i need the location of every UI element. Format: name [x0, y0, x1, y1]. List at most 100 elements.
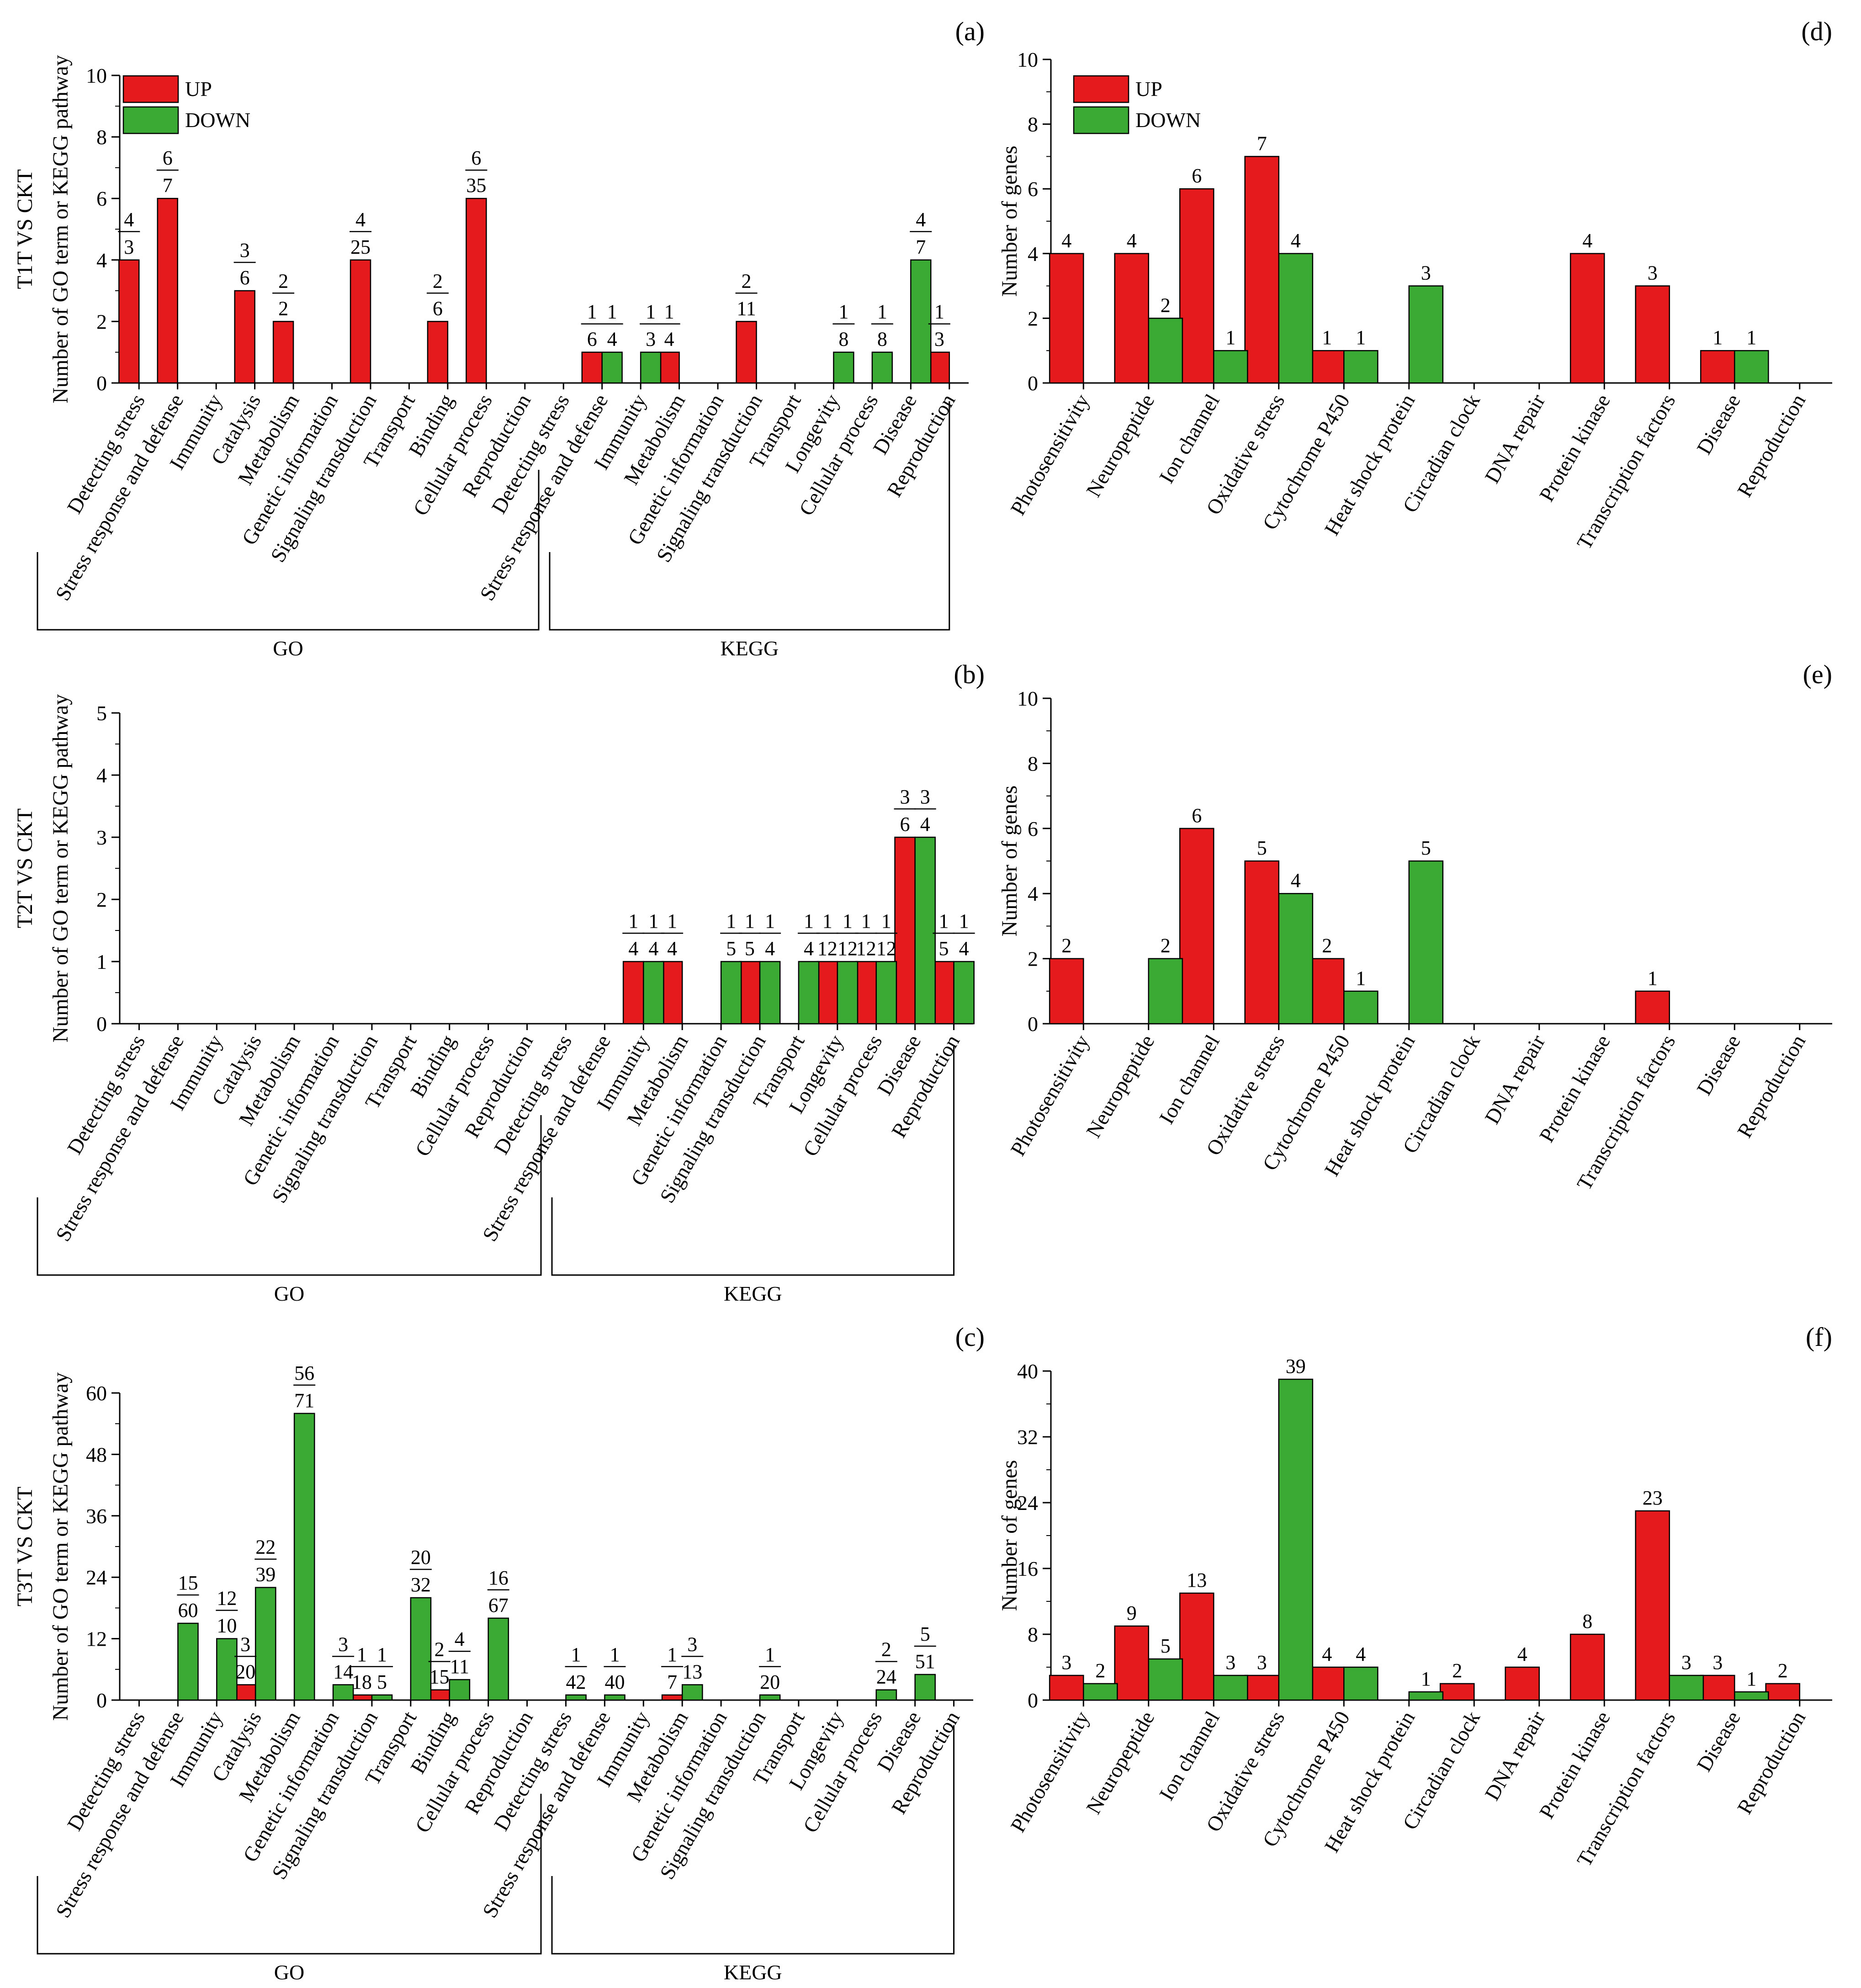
annotation-denominator: 11 — [737, 297, 756, 319]
annotation-denominator: 39 — [255, 1563, 276, 1586]
group-label: GO — [274, 1282, 304, 1305]
legend-swatch-down — [122, 106, 179, 134]
annotation-numerator: 3 — [240, 239, 250, 261]
down-bar — [833, 351, 854, 384]
y-tick-label: 40 — [1017, 1360, 1038, 1383]
annotation-numerator: 3 — [900, 786, 910, 808]
x-tick-label: Photosensitivity — [1006, 390, 1094, 519]
y-tick-label: 0 — [96, 1012, 107, 1036]
y-tick-label: 4 — [1028, 242, 1038, 266]
data-label: 4 — [1582, 229, 1592, 252]
group-bracket — [37, 1115, 542, 1276]
annotation-numerator: 1 — [667, 1643, 677, 1666]
annotation-numerator: 1 — [745, 910, 755, 932]
annotation-numerator: 1 — [765, 1643, 775, 1666]
annotation-denominator: 5 — [938, 937, 949, 960]
data-label: 1 — [1225, 326, 1235, 349]
x-tick-label: Reproduction — [1733, 390, 1810, 501]
annotation-denominator: 2 — [278, 297, 288, 319]
annotation-numerator: 1 — [881, 910, 891, 932]
annotation-denominator: 4 — [959, 937, 969, 960]
data-label: 2 — [1778, 1659, 1788, 1682]
down-bar — [177, 1622, 199, 1701]
legend-swatch-up — [122, 75, 179, 103]
y-tick-label: 0 — [1028, 372, 1038, 395]
annotation-numerator: 1 — [664, 301, 674, 323]
legend-swatch-down — [1073, 106, 1129, 134]
up-bar — [1635, 990, 1670, 1025]
up-bar — [661, 1694, 683, 1701]
panel-label: (d) — [1801, 16, 1832, 46]
y-tick-label: 10 — [86, 64, 107, 87]
data-label: 5 — [1161, 1635, 1171, 1657]
annotation-denominator: 4 — [664, 328, 674, 351]
annotation-denominator: 20 — [235, 1660, 255, 1683]
y-tick-label: 8 — [1028, 1623, 1038, 1646]
down-bar — [1278, 893, 1314, 1025]
annotation-denominator: 4 — [920, 813, 930, 835]
annotation-denominator: 20 — [760, 1671, 780, 1693]
annotation-denominator: 4 — [804, 937, 814, 960]
y-tick-label: 2 — [1028, 947, 1038, 971]
annotation-numerator: 2 — [881, 1638, 891, 1661]
data-label: 3 — [1257, 1651, 1267, 1674]
annotation-denominator: 5 — [745, 937, 755, 960]
up-bar — [1569, 253, 1605, 384]
panel-label: (e) — [1803, 659, 1832, 689]
panel-label: (a) — [955, 16, 985, 46]
annotation-numerator: 1 — [938, 910, 949, 932]
down-bar — [604, 1694, 626, 1701]
annotation-denominator: 40 — [604, 1671, 625, 1693]
data-label: 23 — [1643, 1487, 1663, 1509]
up-bar — [1309, 958, 1345, 1025]
down-bar — [1148, 1658, 1183, 1701]
data-label: 2 — [1061, 935, 1071, 957]
up-bar — [928, 351, 950, 384]
x-tick-label: DNA repair — [1480, 1707, 1549, 1804]
legend-swatch-up — [1073, 75, 1129, 103]
x-tick-label: Neuropeptide — [1082, 390, 1159, 501]
down-bar — [1278, 253, 1314, 384]
up-bar — [1309, 350, 1345, 384]
chart-panel-d: (d) Number of genes 0 2 4 6 8 10 Photosensitivit… — [997, 16, 1832, 553]
data-label: 1 — [1648, 967, 1658, 989]
down-bar — [1343, 990, 1379, 1025]
annotation-numerator: 1 — [610, 1643, 620, 1666]
y-tick-label: 2 — [1028, 307, 1038, 330]
annotation-numerator: 1 — [646, 301, 656, 323]
annotation-numerator: 1 — [838, 301, 848, 323]
data-label: 5 — [1421, 837, 1431, 859]
x-tick-label: Reproduction — [1733, 1031, 1810, 1142]
up-bar — [118, 259, 140, 384]
annotation-denominator: 25 — [350, 236, 371, 258]
annotation-denominator: 7 — [163, 174, 173, 197]
down-bar — [914, 1674, 936, 1701]
annotation-denominator: 7 — [916, 236, 926, 258]
up-bar — [1179, 188, 1214, 384]
panel-title: T1T VS CKT — [13, 169, 37, 289]
data-label: 4 — [1291, 869, 1301, 892]
chart-panel-e: (e) Number of genes 0 2 4 6 8 10 Photosensitivit… — [997, 659, 1832, 1194]
x-tick-label: Ion channel — [1155, 1707, 1224, 1804]
annotation-denominator: 5 — [726, 937, 736, 960]
y-tick-label: 24 — [1017, 1491, 1038, 1515]
data-label: 3 — [1061, 1651, 1071, 1674]
annotation-numerator: 3 — [338, 1633, 348, 1655]
down-bar — [1213, 350, 1248, 384]
annotation-numerator: 4 — [916, 208, 926, 231]
annotation-denominator: 4 — [607, 328, 617, 351]
annotation-denominator: 8 — [877, 328, 887, 351]
data-label: 2 — [1161, 294, 1171, 316]
x-tick-label: Reproduction — [1733, 1707, 1810, 1818]
x-tick-label: Photosensitivity — [1006, 1031, 1094, 1160]
y-tick-label: 12 — [86, 1627, 107, 1651]
annotation-numerator: 5 — [920, 1623, 930, 1645]
x-tick-label: Photosensitivity — [1006, 1707, 1094, 1836]
annotation-denominator: 18 — [352, 1671, 372, 1693]
chart-panel-c: (c) T3T VS CKT Number of GO term or KEGG p… — [13, 1322, 985, 1984]
data-label: 2 — [1322, 935, 1332, 957]
annotation-denominator: 6 — [433, 297, 443, 319]
annotation-numerator: 1 — [726, 910, 736, 932]
data-label: 3 — [1681, 1651, 1691, 1674]
data-label: 1 — [1713, 326, 1723, 349]
